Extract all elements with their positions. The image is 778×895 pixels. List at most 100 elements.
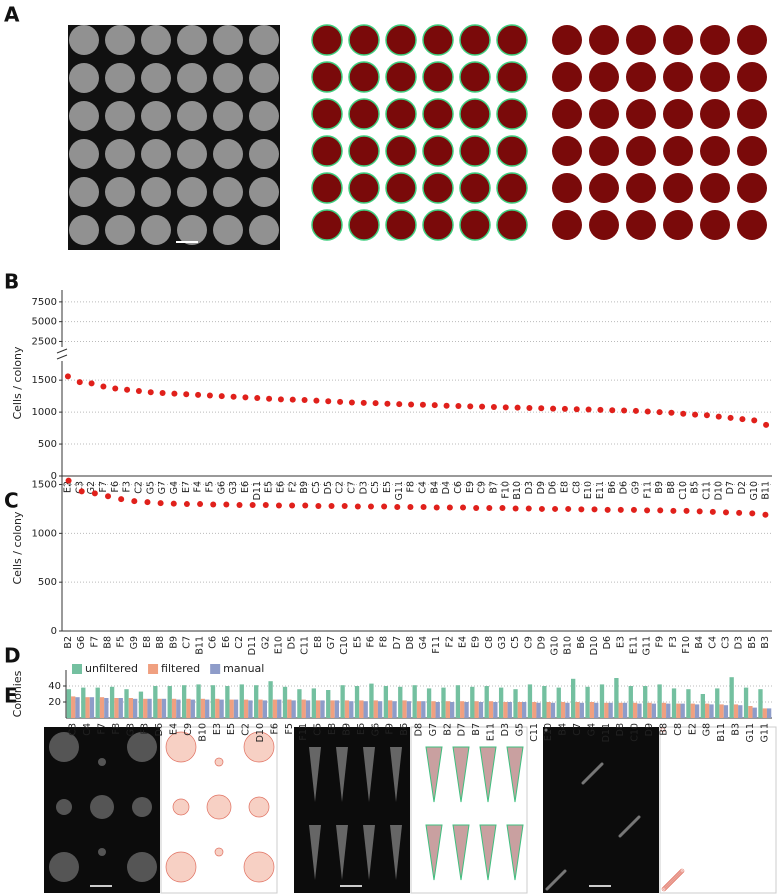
- mean-dot: [223, 501, 230, 508]
- colony: [309, 825, 321, 880]
- mean-dot: [78, 488, 85, 495]
- colony: [737, 62, 767, 92]
- legend-label: filtered: [161, 662, 200, 675]
- image-frame: [313, 25, 533, 250]
- bar: [594, 702, 599, 718]
- x-tick-label: B7: [488, 481, 499, 494]
- colony: [422, 98, 454, 130]
- mean-dot: [460, 504, 467, 511]
- x-tick-label: C8: [673, 723, 684, 736]
- bar: [614, 678, 619, 718]
- colony: [98, 758, 106, 766]
- bar: [215, 698, 220, 718]
- bar: [589, 702, 595, 718]
- bar: [647, 702, 652, 718]
- colony: [496, 98, 528, 130]
- bar: [460, 701, 465, 718]
- x-tick-label: C5: [370, 481, 381, 494]
- x-tick-label: G9: [129, 636, 140, 649]
- colony: [49, 852, 79, 882]
- x-tick-label: F7: [98, 481, 109, 493]
- bar: [536, 702, 541, 718]
- bar: [455, 685, 461, 718]
- x-tick-label: C2: [234, 636, 245, 649]
- mean-dot: [644, 507, 651, 514]
- legend-label: unfiltered: [85, 662, 138, 675]
- x-tick-label: C3: [74, 481, 85, 494]
- x-tick-label: E5: [264, 481, 275, 493]
- x-tick-label: D3: [734, 636, 745, 649]
- mean-dot: [632, 407, 639, 414]
- panel-label: C: [4, 489, 19, 513]
- x-tick-label: E6: [356, 723, 367, 735]
- x-tick-label: F8: [379, 636, 390, 648]
- colony: [213, 101, 243, 131]
- mean-dot: [455, 403, 462, 410]
- colony: [496, 172, 528, 204]
- colony: [459, 61, 491, 93]
- x-tick-label: B10: [512, 481, 523, 500]
- colony: [141, 101, 171, 131]
- colony: [422, 209, 454, 241]
- x-tick-label: D4: [441, 481, 452, 494]
- colony: [385, 98, 417, 130]
- x-tick-label: F8: [406, 481, 417, 493]
- x-tick-label: G11: [642, 636, 653, 655]
- x-tick-label: E2: [687, 723, 698, 735]
- colony: [177, 63, 207, 93]
- mean-dot: [538, 505, 545, 512]
- mean-dot: [490, 404, 497, 410]
- colony: [49, 732, 79, 762]
- bar: [373, 700, 378, 718]
- bar: [517, 702, 523, 718]
- mean-dot: [762, 511, 769, 518]
- bar: [556, 687, 561, 718]
- x-tick-label: C6: [453, 481, 464, 494]
- colony: [69, 177, 99, 207]
- mean-dot: [538, 405, 545, 412]
- colony: [90, 795, 114, 819]
- x-tick-label: C2: [335, 481, 346, 494]
- bar: [124, 689, 129, 718]
- x-tick-label: E6: [221, 636, 232, 648]
- bar: [210, 685, 216, 718]
- x-tick-label: E11: [486, 723, 497, 741]
- mean-dot: [360, 399, 367, 406]
- bar: [542, 686, 547, 718]
- colony: [363, 747, 375, 802]
- bar: [766, 708, 772, 718]
- mean-dot: [183, 501, 190, 508]
- bar: [686, 689, 691, 718]
- mean-dot: [431, 402, 438, 409]
- x-tick-label: B5: [690, 481, 701, 494]
- bar: [470, 686, 475, 718]
- mean-dot: [135, 388, 142, 395]
- bar: [449, 702, 455, 718]
- x-tick-label: G6: [76, 636, 87, 649]
- colony: [311, 61, 343, 93]
- colony: [56, 799, 72, 815]
- bar: [225, 686, 230, 718]
- mean-dot: [573, 406, 580, 413]
- x-tick-label: B2: [442, 723, 453, 736]
- bar: [392, 701, 397, 718]
- bar: [200, 698, 206, 718]
- bar: [762, 708, 767, 718]
- colony-mask: [479, 746, 497, 803]
- x-tick-label: G7: [326, 636, 337, 649]
- x-tick-label: E8: [313, 636, 324, 648]
- x-tick-label: G5: [514, 723, 525, 736]
- x-tick-label: D9: [536, 636, 547, 649]
- x-tick-label: G11: [394, 481, 405, 500]
- colony: [626, 99, 656, 129]
- mean-dot: [218, 393, 225, 400]
- x-tick-label: E10: [273, 636, 284, 654]
- x-tick-label: B10: [563, 636, 574, 655]
- x-tick-label: D6: [619, 481, 630, 494]
- bar: [464, 702, 469, 718]
- mean-dot: [443, 402, 450, 409]
- x-tick-label: D8: [615, 723, 626, 736]
- x-tick-label: F11: [431, 636, 442, 654]
- colony: [69, 139, 99, 169]
- colony: [626, 62, 656, 92]
